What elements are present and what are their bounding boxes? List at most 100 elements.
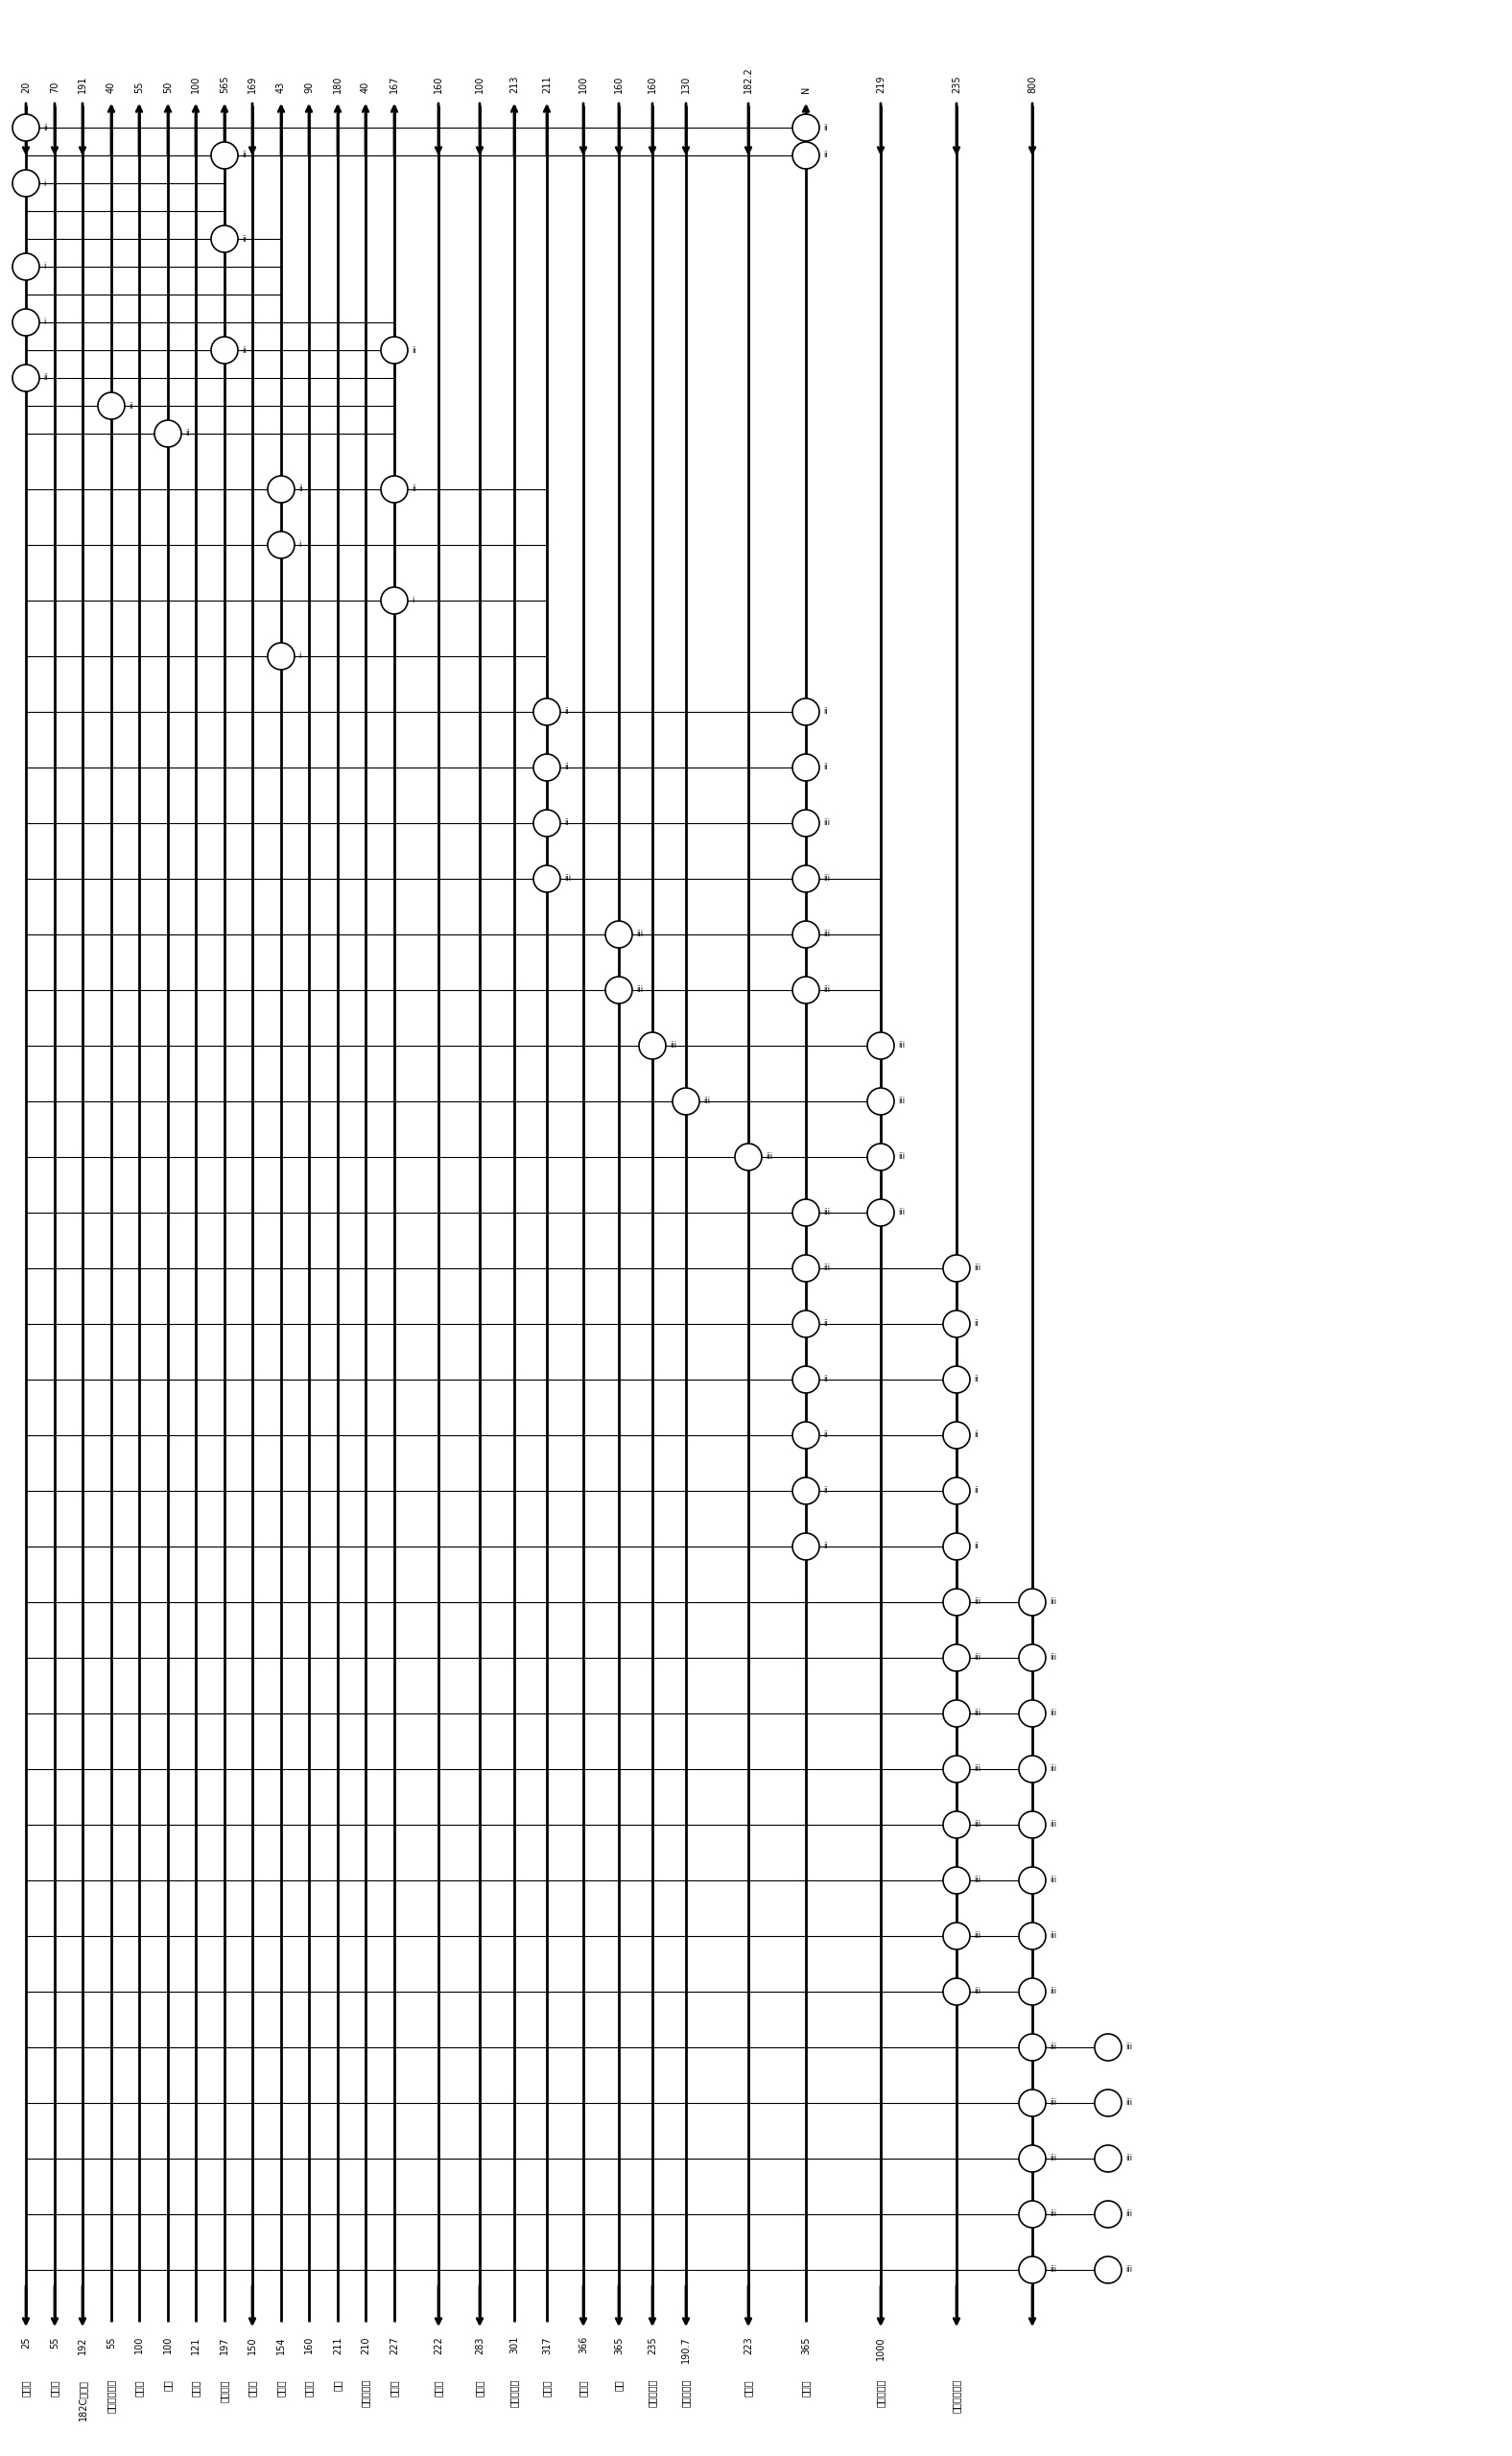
Circle shape — [868, 1032, 894, 1059]
Circle shape — [792, 921, 820, 948]
Text: iii: iii — [823, 985, 830, 995]
Circle shape — [1095, 2090, 1122, 2117]
Circle shape — [792, 810, 820, 837]
Text: ii: ii — [44, 373, 48, 383]
Text: ii: ii — [823, 1542, 827, 1550]
Circle shape — [943, 1756, 969, 1783]
Text: iii: iii — [1049, 1709, 1057, 1717]
Text: 减蜡油一中: 减蜡油一中 — [682, 2380, 691, 2407]
Circle shape — [1019, 2034, 1046, 2061]
Circle shape — [943, 1646, 969, 1670]
Text: 100: 100 — [579, 76, 588, 93]
Text: 55: 55 — [106, 2336, 116, 2348]
Text: i: i — [298, 540, 301, 550]
Circle shape — [268, 530, 295, 558]
Text: 213: 213 — [510, 76, 519, 93]
Circle shape — [1019, 2201, 1046, 2228]
Text: 40: 40 — [361, 81, 370, 93]
Circle shape — [792, 754, 820, 781]
Text: iii: iii — [898, 1041, 904, 1051]
Circle shape — [212, 336, 237, 363]
Text: ii: ii — [823, 1432, 827, 1439]
Circle shape — [98, 393, 124, 420]
Text: iii: iii — [1049, 1766, 1057, 1773]
Text: iii: iii — [823, 1265, 830, 1272]
Circle shape — [792, 1199, 820, 1226]
Text: ii: ii — [974, 1375, 978, 1383]
Text: 160: 160 — [434, 76, 443, 93]
Text: iii: iii — [1049, 1599, 1057, 1606]
Text: 211: 211 — [333, 2336, 343, 2353]
Circle shape — [735, 1144, 762, 1172]
Text: 283: 283 — [475, 2336, 484, 2353]
Circle shape — [943, 1700, 969, 1727]
Text: 脱盐水: 脱盐水 — [21, 2380, 30, 2397]
Text: 235: 235 — [647, 2336, 658, 2353]
Text: 减蜡油一中渣: 减蜡油一中渣 — [951, 2380, 962, 2414]
Text: 43: 43 — [277, 81, 286, 93]
Circle shape — [154, 420, 181, 447]
Circle shape — [1095, 2034, 1122, 2061]
Text: iii: iii — [1125, 2210, 1132, 2218]
Text: 高常油气: 高常油气 — [219, 2380, 230, 2402]
Text: ii: ii — [823, 123, 827, 133]
Text: iii: iii — [974, 1265, 981, 1272]
Text: ii: ii — [411, 346, 416, 354]
Text: 40: 40 — [106, 81, 116, 93]
Text: iii: iii — [823, 818, 830, 828]
Circle shape — [640, 1032, 665, 1059]
Text: 减渣油: 减渣油 — [801, 2380, 810, 2397]
Text: ii: ii — [564, 707, 569, 717]
Text: 210: 210 — [361, 2336, 370, 2353]
Text: iii: iii — [1125, 2154, 1132, 2164]
Text: 高常循: 高常循 — [248, 2380, 257, 2397]
Circle shape — [868, 1144, 894, 1172]
Text: ii: ii — [823, 1319, 827, 1329]
Text: iii: iii — [1049, 1933, 1057, 1940]
Circle shape — [268, 476, 295, 503]
Text: 1000: 1000 — [875, 2336, 886, 2360]
Circle shape — [1019, 1867, 1046, 1894]
Circle shape — [381, 587, 408, 614]
Text: ii: ii — [823, 1375, 827, 1383]
Text: 90: 90 — [304, 81, 313, 93]
Text: 365: 365 — [801, 2336, 810, 2353]
Circle shape — [534, 754, 561, 781]
Text: 常蒸气: 常蒸气 — [304, 2380, 313, 2397]
Text: 50: 50 — [163, 81, 172, 93]
Text: 160: 160 — [304, 2336, 313, 2353]
Text: 130: 130 — [682, 76, 691, 93]
Text: 100: 100 — [475, 76, 484, 93]
Circle shape — [943, 1479, 969, 1503]
Circle shape — [605, 977, 632, 1005]
Circle shape — [212, 142, 237, 169]
Text: iii: iii — [974, 1820, 981, 1830]
Text: ii: ii — [242, 346, 246, 354]
Circle shape — [1019, 1813, 1046, 1837]
Circle shape — [1019, 1756, 1046, 1783]
Text: ii: ii — [974, 1486, 978, 1496]
Text: 高二线: 高二线 — [475, 2380, 484, 2397]
Text: 227: 227 — [390, 2336, 399, 2353]
Text: 182.2: 182.2 — [744, 66, 753, 93]
Circle shape — [1019, 1977, 1046, 2004]
Text: iii: iii — [1049, 1820, 1057, 1830]
Text: 365: 365 — [614, 2336, 623, 2353]
Text: i: i — [44, 317, 45, 327]
Text: iii: iii — [1125, 2097, 1132, 2107]
Text: iii: iii — [703, 1098, 711, 1105]
Text: 25: 25 — [21, 2336, 30, 2348]
Text: iii: iii — [670, 1041, 676, 1051]
Text: 167: 167 — [390, 76, 399, 93]
Text: 100: 100 — [191, 76, 201, 93]
Circle shape — [1019, 1700, 1046, 1727]
Circle shape — [943, 1366, 969, 1393]
Circle shape — [943, 1255, 969, 1282]
Text: ii: ii — [974, 1542, 978, 1550]
Text: 裂炉油: 裂炉油 — [135, 2380, 144, 2397]
Text: 317: 317 — [543, 2336, 552, 2353]
Text: 301: 301 — [510, 2336, 519, 2353]
Circle shape — [792, 1255, 820, 1282]
Text: iii: iii — [1125, 2264, 1132, 2274]
Text: iii: iii — [974, 1933, 981, 1940]
